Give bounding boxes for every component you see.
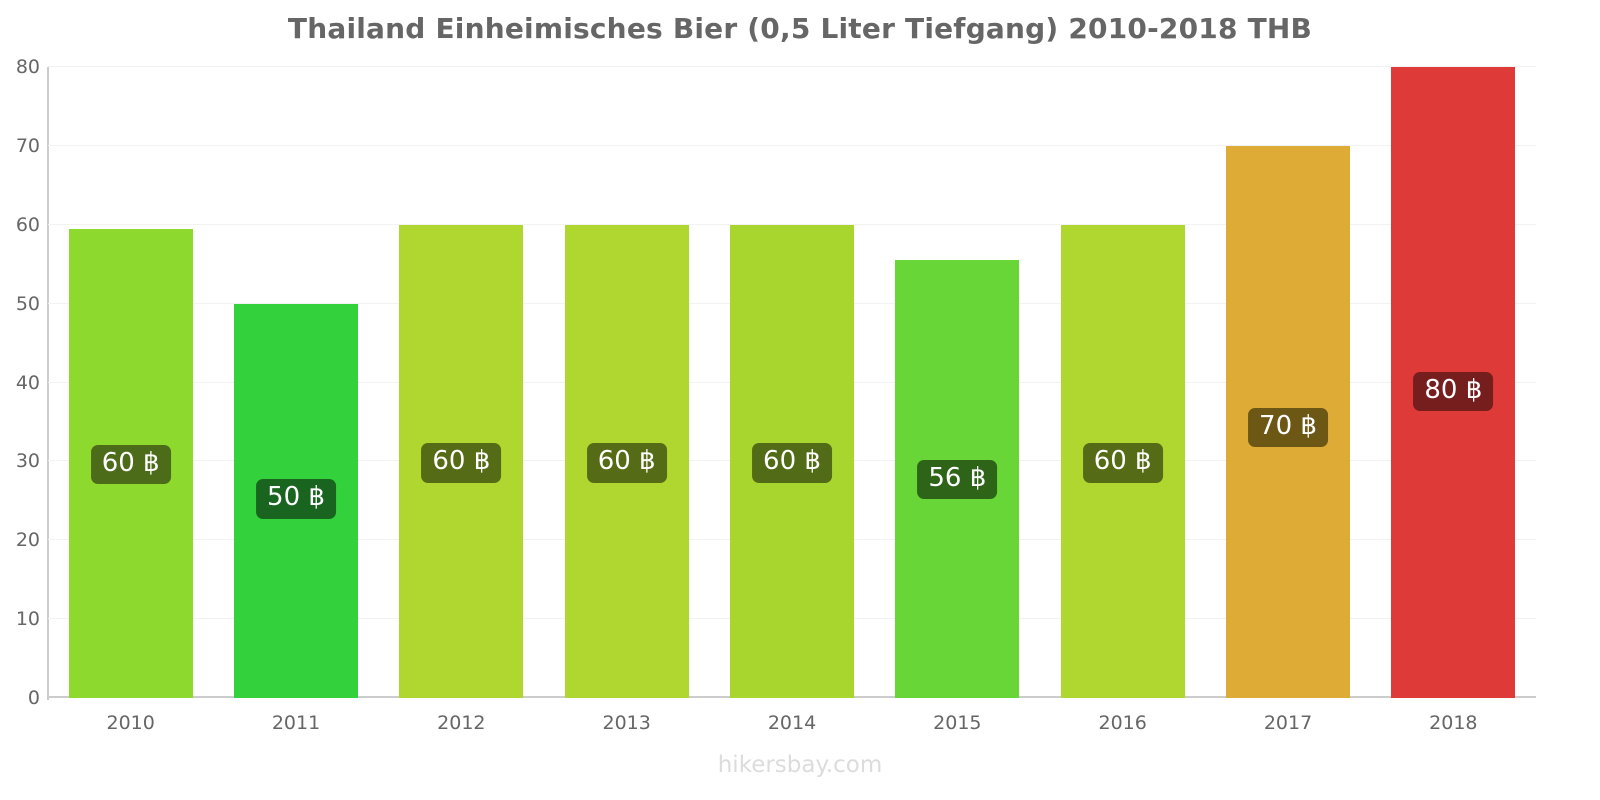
- bar-2018[interactable]: 80 ฿: [1391, 67, 1516, 698]
- y-tick-label-10: 10: [15, 608, 40, 631]
- y-tick-label-80: 80: [15, 56, 40, 78]
- y-tick-label-60: 60: [15, 213, 40, 236]
- y-axis-tick-labels: 0 10 20 30 40 50 60 70 80: [0, 0, 40, 800]
- bar-value-label-2018: 80 ฿: [1413, 371, 1494, 411]
- bar-2013[interactable]: 60 ฿: [564, 224, 689, 698]
- bar-value-label-2017: 70 ฿: [1248, 407, 1328, 447]
- bar-value-label-2016: 60 ฿: [1082, 443, 1163, 483]
- x-tick-label-2011: 2011: [271, 712, 321, 734]
- x-tick-label-2010: 2010: [106, 712, 155, 734]
- x-tick-label-2013: 2013: [602, 712, 651, 734]
- bar-value-label-2013: 60 ฿: [586, 443, 667, 483]
- x-tick-label-2014: 2014: [767, 712, 817, 734]
- y-tick-label-70: 70: [15, 134, 40, 157]
- bar-2014[interactable]: 60 ฿: [730, 224, 854, 698]
- chart-title: Thailand Einheimisches Bier (0,5 Liter T…: [287, 12, 1313, 45]
- gridline-70: [48, 144, 1536, 146]
- x-tick-label-2012: 2012: [437, 712, 486, 734]
- bar-value-label-2011: 50 ฿: [256, 479, 336, 519]
- bar-2016[interactable]: 60 ฿: [1060, 224, 1185, 698]
- x-tick-label-2015: 2015: [933, 712, 982, 734]
- x-tick-label-2017: 2017: [1263, 712, 1313, 734]
- plot-area: 60 ฿ 50 ฿ 60 ฿ 60 ฿ 60 ฿ 56 ฿ 60 ฿ 70 ฿ 80 ฿: [48, 66, 1536, 698]
- y-axis-line: [47, 67, 49, 700]
- y-tick-label-0: 0: [27, 687, 40, 709]
- bar-value-label-2012: 60 ฿: [421, 443, 502, 483]
- bar-2012[interactable]: 60 ฿: [399, 224, 524, 698]
- gridline-60: [48, 223, 1536, 225]
- y-tick-label-50: 50: [15, 292, 40, 315]
- bar-value-label-2010: 60 ฿: [90, 445, 171, 485]
- x-axis-tick-labels: 2010 2011 2012 2013 2014 2015 2016 2017 2018: [48, 712, 1536, 742]
- bar-2011[interactable]: 50 ฿: [234, 303, 358, 698]
- bar-2017[interactable]: 70 ฿: [1226, 145, 1350, 698]
- watermark: hikersbay.com: [717, 752, 883, 778]
- x-tick-label-2018: 2018: [1429, 712, 1478, 734]
- bar-value-label-2015: 56 ฿: [917, 459, 998, 499]
- bar-2015[interactable]: 56 ฿: [895, 260, 1020, 698]
- y-tick-label-20: 20: [15, 529, 40, 552]
- bar-2010[interactable]: 60 ฿: [68, 228, 193, 698]
- y-tick-label-30: 30: [15, 450, 40, 473]
- x-tick-label-2016: 2016: [1098, 712, 1147, 734]
- bar-value-label-2014: 60 ฿: [752, 443, 832, 483]
- y-tick-label-40: 40: [15, 371, 40, 394]
- gridline-80: [48, 66, 1536, 67]
